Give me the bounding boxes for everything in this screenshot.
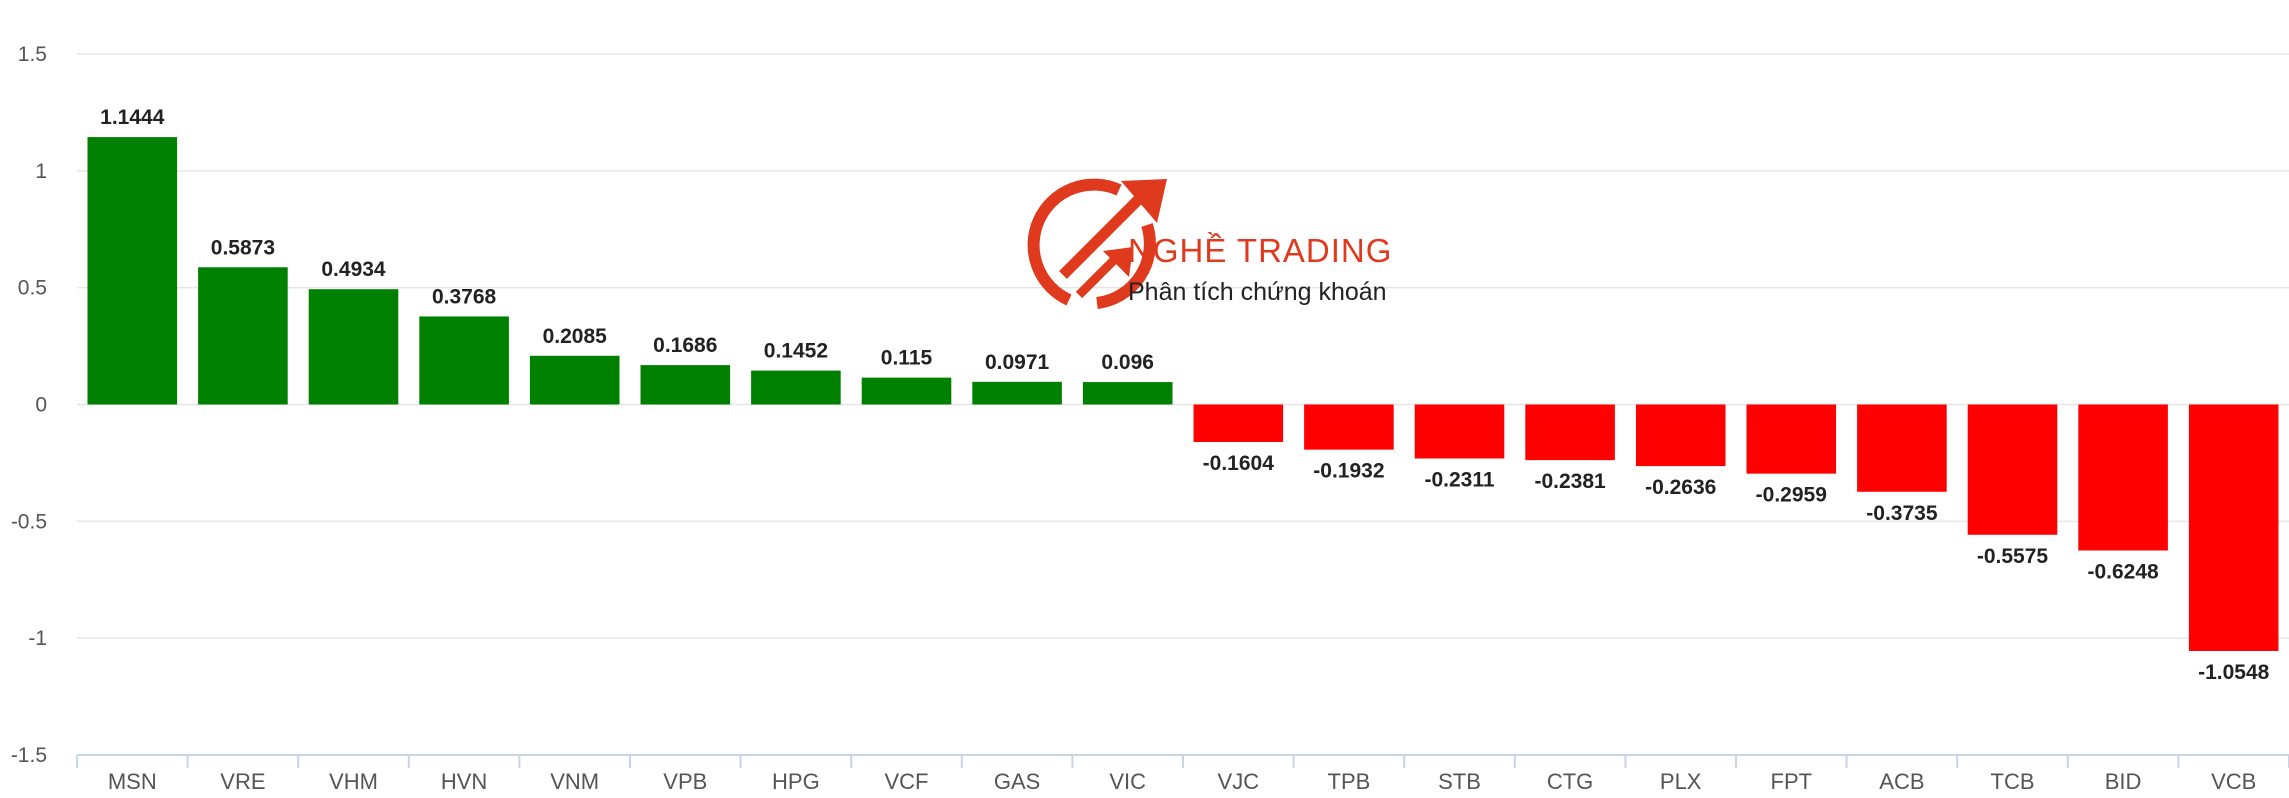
x-tick-label: CTG	[1547, 769, 1593, 794]
data-label-hvn: 0.3768	[432, 285, 497, 308]
data-label-tcb: -0.5575	[1977, 545, 2049, 568]
x-tick-label: STB	[1438, 769, 1481, 794]
data-label-vcb: -1.0548	[2198, 661, 2270, 684]
bar-vnm	[529, 355, 620, 405]
x-tick-label: FPT	[1771, 769, 1813, 794]
bar-vre	[198, 267, 288, 405]
bar-hvn	[419, 316, 509, 405]
brand-subtitle: Phân tích chứng khoán	[1128, 278, 1387, 306]
bar-vjc	[1193, 404, 1284, 442]
x-tick-label: HPG	[772, 769, 820, 794]
x-tick-label: TPB	[1328, 769, 1371, 794]
data-label-vcf: 0.115	[881, 347, 933, 370]
x-tick-label: PLX	[1660, 769, 1702, 794]
brand-title: NGHỀ TRADING	[1128, 232, 1392, 269]
bar-vpb	[640, 365, 731, 405]
x-tick-label: VCB	[2211, 769, 2256, 794]
data-label-tpb: -0.1932	[1313, 460, 1384, 483]
y-tick-label: 0.5	[18, 277, 47, 300]
bar-tpb	[1304, 404, 1394, 450]
x-tick-label: BID	[2105, 769, 2142, 794]
data-label-msn: 1.1444	[100, 106, 165, 129]
logo-icon	[1027, 178, 1167, 309]
x-tick-label: VIC	[1109, 769, 1146, 794]
x-tick-label: VPB	[663, 769, 707, 794]
data-label-stb: -0.2311	[1424, 469, 1494, 492]
data-label-vnm: 0.2085	[543, 325, 608, 348]
x-tick-label: VJC	[1218, 769, 1260, 794]
bar-gas	[972, 381, 1062, 405]
watermark-logo: NGHỀ TRADING Phân tích chứng khoán	[1027, 178, 1392, 309]
bar-tcb	[1967, 404, 2058, 535]
labels-layer: 1.1444 0.5873 0.4934 0.3768 0.2085 0.1686 0.14…	[100, 106, 2269, 684]
x-tick-label: MSN	[108, 769, 157, 794]
bar-vhm	[308, 289, 399, 405]
x-tick-label: VNM	[550, 769, 599, 794]
x-tick-label: GAS	[994, 769, 1040, 794]
y-tick-label: -1	[28, 627, 47, 650]
x-tick-label: VHM	[329, 769, 378, 794]
bar-msn	[87, 137, 178, 405]
y-tick-label: -0.5	[11, 510, 47, 533]
bar-bid	[2078, 404, 2168, 551]
data-label-vjc: -0.1604	[1203, 452, 1275, 475]
data-label-vpb: 0.1686	[653, 334, 717, 357]
data-label-ctg: -0.2381	[1534, 470, 1606, 493]
data-label-plx: -0.2636	[1645, 476, 1716, 499]
data-label-fpt: -0.2959	[1756, 484, 1827, 507]
y-tick-label: 0	[35, 394, 47, 417]
x-tick-label: ACB	[1879, 769, 1924, 794]
bars-layer	[87, 137, 2279, 651]
y-tick-label: 1.5	[18, 43, 47, 66]
bar-acb	[1857, 404, 1947, 492]
data-label-vhm: 0.4934	[321, 258, 386, 281]
bar-stb	[1414, 404, 1505, 459]
data-label-hpg: 0.1452	[764, 340, 828, 363]
bar-plx	[1635, 404, 1726, 467]
grid-layer: 1.5 1 0.5 0 -0.5 -1 -1.5	[11, 43, 2289, 767]
bar-ctg	[1525, 404, 1615, 461]
bar-vcf	[861, 377, 952, 405]
bar-fpt	[1746, 404, 1837, 474]
y-tick-label: -1.5	[11, 744, 47, 767]
x-tick-label: TCB	[1991, 769, 2035, 794]
data-label-vre: 0.5873	[211, 236, 275, 259]
y-tick-label: 1	[35, 160, 47, 183]
data-label-bid: -0.6248	[2087, 560, 2159, 583]
bar-vcb	[2188, 404, 2279, 651]
x-tick-label: HVN	[441, 769, 487, 794]
x-tick-label: VCF	[885, 769, 929, 794]
data-label-vic: 0.096	[1101, 351, 1154, 374]
x-tick-label: VRE	[220, 769, 265, 794]
bar-hpg	[751, 370, 841, 405]
bar-vic	[1082, 382, 1173, 405]
data-label-gas: 0.0971	[985, 351, 1050, 374]
data-label-acb: -0.3735	[1866, 502, 1938, 525]
x-axis: MSN VRE VHM HVN VNM VPB HPG VCF GAS VIC VJC TPB STB C…	[76, 754, 2289, 794]
